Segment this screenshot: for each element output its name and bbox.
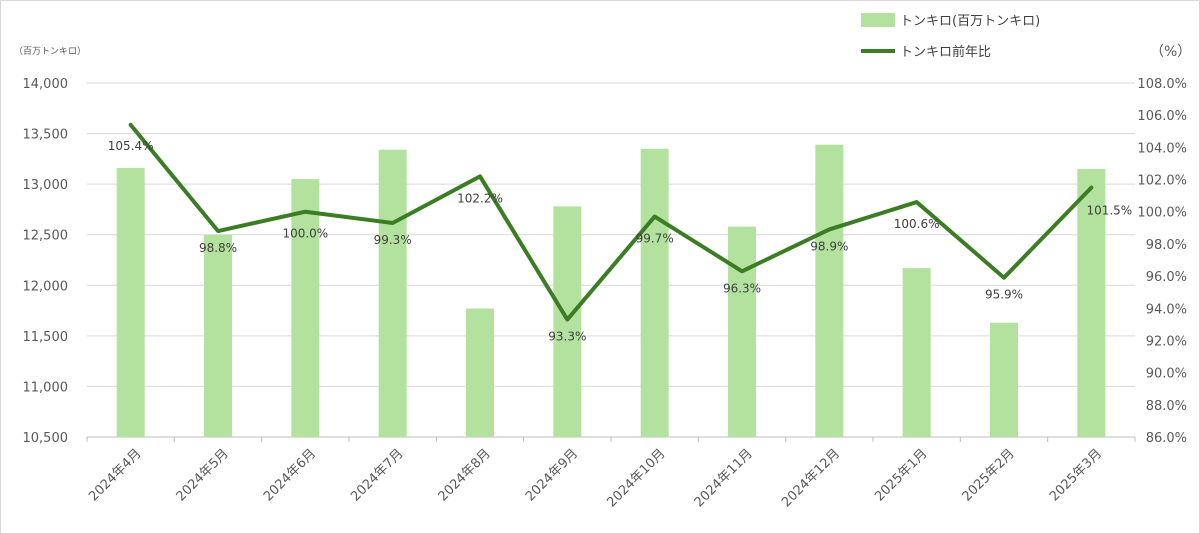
y-left-tick-label: 10,500 — [23, 431, 69, 446]
y-right-tick-label: 108.0% — [1137, 77, 1187, 92]
y-right-tick-label: 102.0% — [1137, 174, 1187, 189]
line-point — [741, 270, 743, 272]
data-labels: 105.4% 98.8% 100.0% 99.3% 102.2% 93.3% 99.7% 96… — [108, 139, 1132, 344]
y-right-tick-label: 104.0% — [1137, 141, 1187, 156]
line-point — [828, 228, 830, 230]
bar — [728, 226, 756, 437]
bar-series — [116, 144, 1106, 438]
data-label: 102.2% — [457, 191, 503, 205]
bar — [640, 148, 669, 437]
legend-bar-label: トンキロ(百万トンキロ) — [900, 14, 1040, 29]
y-axis-left: 10,500 11,000 11,500 12,000 12,500 13,000 13,5… — [23, 77, 69, 446]
bar — [378, 149, 407, 438]
y-right-tick-label: 90.0% — [1146, 367, 1187, 382]
x-tick-label: 2024年7月 — [348, 446, 406, 504]
data-label: 99.7% — [636, 232, 674, 246]
data-label: 99.3% — [374, 233, 412, 247]
bar — [553, 206, 582, 437]
x-tick-label: 2024年6月 — [261, 446, 319, 504]
line-point — [479, 175, 481, 177]
series-line — [128, 122, 1094, 322]
data-label: 96.3% — [723, 281, 761, 295]
line-point — [1003, 277, 1005, 279]
y-right-tick-label: 88.0% — [1146, 399, 1187, 414]
bar — [1077, 168, 1106, 437]
y-axis-left-unit: （百万トンキロ） — [14, 46, 86, 57]
x-tick-label: 2025年2月 — [960, 446, 1018, 504]
bar — [291, 179, 320, 438]
line-series — [128, 122, 1094, 322]
data-label: 105.4% — [108, 139, 154, 153]
y-right-tick-label: 92.0% — [1146, 334, 1187, 349]
x-tick-label: 2024年4月 — [86, 446, 144, 504]
y-left-tick-label: 12,500 — [23, 229, 69, 244]
y-axis-right-unit: （%） — [1150, 44, 1191, 60]
line-point — [1090, 187, 1092, 189]
y-right-tick-label: 98.0% — [1146, 238, 1187, 253]
legend-bar-swatch — [861, 13, 895, 27]
line-point — [130, 124, 132, 126]
data-label: 98.8% — [199, 241, 237, 255]
y-left-tick-label: 13,500 — [23, 128, 69, 143]
data-label: 100.6% — [894, 217, 940, 231]
bar — [815, 144, 844, 437]
grid-lines — [86, 82, 1136, 442]
y-right-tick-label: 100.0% — [1137, 206, 1187, 221]
x-tick-label: 2024年9月 — [523, 446, 581, 504]
line-point — [217, 230, 219, 232]
data-label: 95.9% — [985, 288, 1023, 302]
y-right-tick-label: 106.0% — [1137, 109, 1187, 124]
data-label: 98.9% — [810, 239, 848, 253]
data-label: 101.5% — [1086, 204, 1132, 218]
y-right-tick-label: 86.0% — [1146, 431, 1187, 446]
bar — [116, 167, 145, 437]
x-tick-label: 2024年8月 — [436, 446, 494, 504]
y-left-tick-label: 13,000 — [23, 178, 69, 193]
x-tick-label: 2024年12月 — [779, 446, 843, 510]
bar — [204, 234, 232, 437]
bar — [902, 268, 931, 437]
data-label: 100.0% — [282, 227, 328, 241]
line-point — [916, 201, 918, 203]
x-tick-label: 2025年3月 — [1047, 446, 1105, 504]
x-tick-label: 2025年1月 — [872, 446, 930, 504]
bar — [990, 322, 1018, 437]
y-left-tick-label: 11,000 — [23, 380, 69, 395]
line-point — [566, 319, 568, 321]
line-point — [304, 211, 306, 213]
data-label: 93.3% — [548, 330, 586, 344]
line-point — [392, 222, 394, 224]
y-left-tick-label: 12,000 — [23, 279, 69, 294]
legend-line-label: トンキロ前年比 — [900, 44, 991, 60]
legend: トンキロ(百万トンキロ) トンキロ前年比 — [861, 13, 1040, 60]
y-left-tick-label: 11,500 — [23, 330, 69, 345]
x-tick-label: 2024年5月 — [174, 446, 232, 504]
x-tick-label: 2024年10月 — [604, 446, 668, 510]
y-right-tick-label: 96.0% — [1146, 270, 1187, 285]
y-right-tick-label: 94.0% — [1146, 302, 1187, 317]
y-left-tick-label: 14,000 — [23, 77, 69, 92]
line-point — [654, 216, 656, 218]
bar — [466, 308, 494, 437]
y-axis-right: 86.0% 88.0% 90.0% 92.0% 94.0% 96.0% 98.0% 100.0… — [1137, 77, 1187, 446]
x-axis: 2024年4月 2024年5月 2024年6月 2024年7月 2024年8月 2024年… — [86, 446, 1105, 510]
x-tick-label: 2024年11月 — [692, 446, 756, 510]
